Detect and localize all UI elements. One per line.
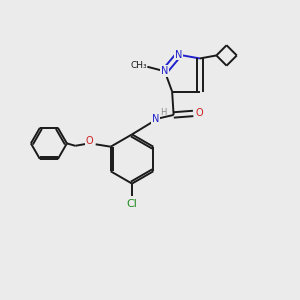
Text: O: O [86, 136, 94, 146]
Text: H: H [160, 108, 167, 117]
Text: O: O [196, 108, 203, 118]
Text: N: N [161, 66, 168, 76]
Text: Cl: Cl [127, 199, 137, 209]
Text: CH₃: CH₃ [130, 61, 147, 70]
Text: N: N [175, 50, 182, 60]
Text: N: N [152, 113, 159, 124]
